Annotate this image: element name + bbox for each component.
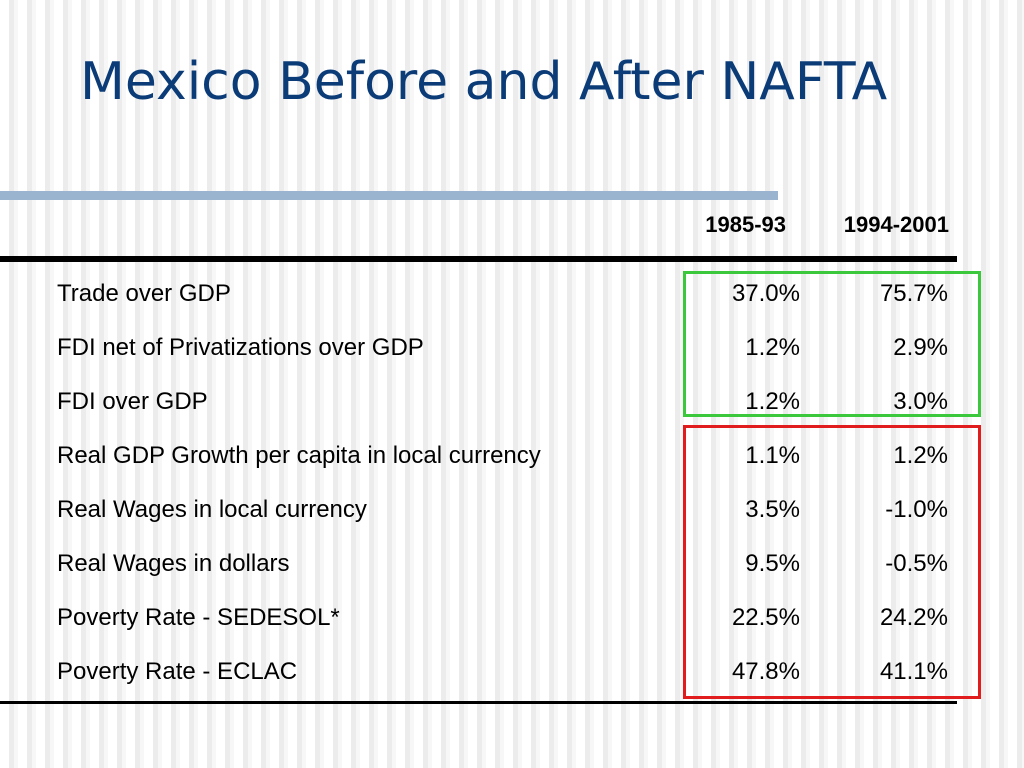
value-1994-2001: 1.2% <box>893 442 948 469</box>
value-1994-2001: 75.7% <box>879 280 948 307</box>
value-1985-93: 9.5% <box>745 550 800 577</box>
row-label: FDI over GDP <box>57 388 208 415</box>
header-double-rule <box>0 256 957 262</box>
value-1985-93: 1.2% <box>745 334 800 361</box>
row-label: Poverty Rate - SEDESOL* <box>57 604 340 631</box>
row-label: Real Wages in local currency <box>57 496 367 523</box>
row-label: Poverty Rate - ECLAC <box>57 658 298 685</box>
table-row: Poverty Rate - ECLAC 47.8% 41.1% <box>0 650 1024 704</box>
value-1985-93: 47.8% <box>731 658 800 685</box>
table-row: FDI over GDP 1.2% 3.0% <box>0 380 1024 434</box>
value-1994-2001: 3.0% <box>893 388 948 415</box>
value-1985-93: 22.5% <box>731 604 800 631</box>
column-header-1994-2001: 1994-2001 <box>843 212 949 237</box>
table-row: Trade over GDP 37.0% 75.7% <box>0 272 1024 326</box>
value-1985-93: 37.0% <box>731 280 800 307</box>
row-label: Trade over GDP <box>57 280 231 307</box>
value-1994-2001: 24.2% <box>879 604 948 631</box>
value-1994-2001: -0.5% <box>885 550 948 577</box>
column-header-1985-93: 1985-93 <box>705 212 786 237</box>
value-1994-2001: 2.9% <box>893 334 948 361</box>
table-row: Real GDP Growth per capita in local curr… <box>0 434 1024 488</box>
table-bottom-rule <box>0 701 957 704</box>
row-label: Real GDP Growth per capita in local curr… <box>57 442 541 469</box>
value-1985-93: 1.2% <box>745 388 800 415</box>
value-1985-93: 1.1% <box>745 442 800 469</box>
row-label: FDI net of Privatizations over GDP <box>57 334 424 361</box>
table-row: FDI net of Privatizations over GDP 1.2% … <box>0 326 1024 380</box>
value-1985-93: 3.5% <box>745 496 800 523</box>
slide-title: Mexico Before and After NAFTA <box>80 52 888 112</box>
table-row: Real Wages in dollars 9.5% -0.5% <box>0 542 1024 596</box>
title-accent-bar <box>0 191 778 200</box>
highlight-box-red <box>683 425 981 699</box>
highlight-box-green <box>683 271 981 417</box>
row-label: Real Wages in dollars <box>57 550 290 577</box>
data-table: Trade over GDP 37.0% 75.7% FDI net of Pr… <box>0 272 1024 704</box>
table-row: Real Wages in local currency 3.5% -1.0% <box>0 488 1024 542</box>
value-1994-2001: -1.0% <box>885 496 948 523</box>
table-row: Poverty Rate - SEDESOL* 22.5% 24.2% <box>0 596 1024 650</box>
value-1994-2001: 41.1% <box>879 658 948 685</box>
